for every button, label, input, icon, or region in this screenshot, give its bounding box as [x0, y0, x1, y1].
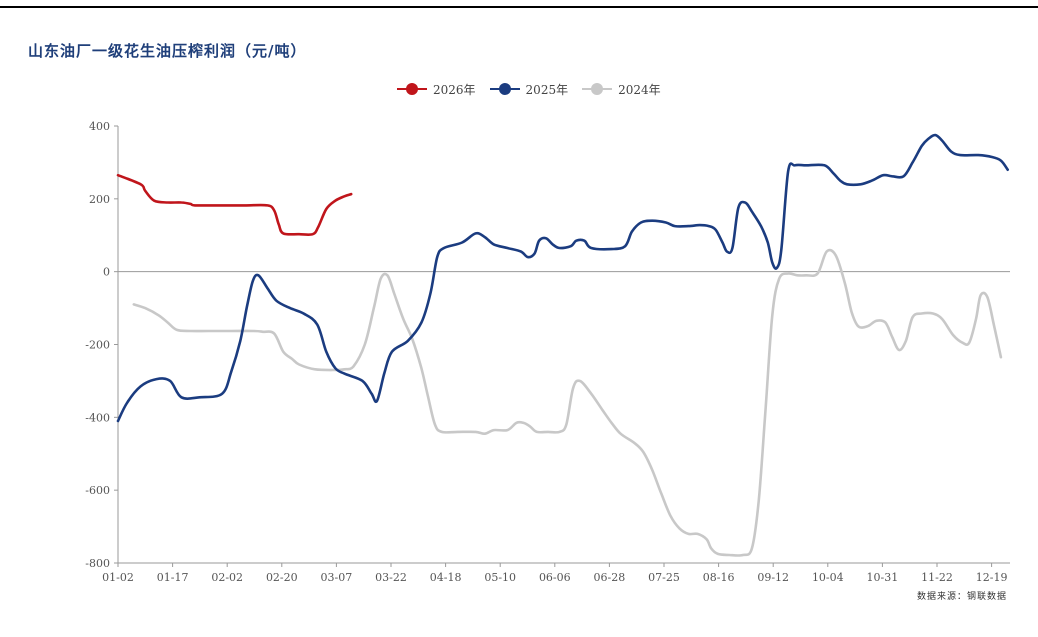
series-line-2025 [116, 133, 1009, 423]
x-tick-label: 11-22 [921, 571, 953, 584]
y-tick-label: -400 [85, 411, 110, 424]
x-tick-label: 01-17 [157, 571, 189, 584]
legend-item-2024: 2024年 [582, 81, 661, 98]
y-tick-label: -800 [85, 557, 110, 570]
x-tick-label: 02-20 [266, 571, 298, 584]
x-tick-label: 06-28 [594, 571, 626, 584]
data-source-note: 数据来源：钢联数据 [917, 592, 1008, 602]
legend-label-2024: 2024年 [618, 82, 661, 97]
legend-swatch-2026 [397, 83, 427, 95]
x-tick-label: 08-16 [703, 571, 735, 584]
legend-swatch-2024 [582, 83, 613, 95]
y-tick-label: -200 [85, 339, 110, 352]
x-tick-label: 05-10 [484, 571, 516, 584]
legend-item-2025: 2025年 [489, 81, 569, 98]
x-tick-label: 10-04 [812, 571, 844, 584]
chart-title: 山东油厂一级花生油压榨利润（元/吨） [28, 42, 307, 60]
y-tick-label: 0 [103, 266, 110, 279]
x-tick-label: 04-18 [430, 571, 462, 584]
legend: 2026年 2025年 2024年 [397, 79, 675, 99]
x-tick-label: 09-12 [757, 571, 789, 584]
x-tick-label: 02-02 [211, 571, 243, 584]
x-tick-label: 06-06 [539, 571, 571, 584]
x-tick-label: 10-31 [867, 571, 899, 584]
x-tick-label: 12-19 [976, 571, 1008, 584]
x-tick-label: 01-02 [102, 571, 134, 584]
legend-swatch-2025 [489, 83, 520, 95]
x-tick-label: 03-22 [375, 571, 407, 584]
y-tick-label: -600 [85, 484, 110, 497]
series-line-2024 [132, 248, 1003, 557]
series-line-2026 [116, 173, 353, 237]
top-rule [0, 6, 1038, 8]
legend-label-2025: 2025年 [525, 82, 569, 97]
y-tick-label: 200 [89, 193, 110, 206]
legend-label-2026: 2026年 [433, 82, 476, 97]
x-tick-label: 07-25 [648, 571, 680, 584]
y-tick-label: 400 [89, 120, 110, 133]
legend-item-2026: 2026年 [397, 81, 476, 98]
x-tick-label: 03-07 [321, 571, 353, 584]
